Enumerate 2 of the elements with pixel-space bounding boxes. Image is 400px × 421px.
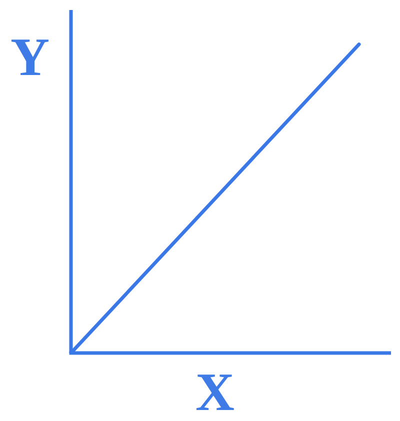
y-axis-title: Y <box>10 27 50 87</box>
x-axis-title: X <box>196 362 234 421</box>
